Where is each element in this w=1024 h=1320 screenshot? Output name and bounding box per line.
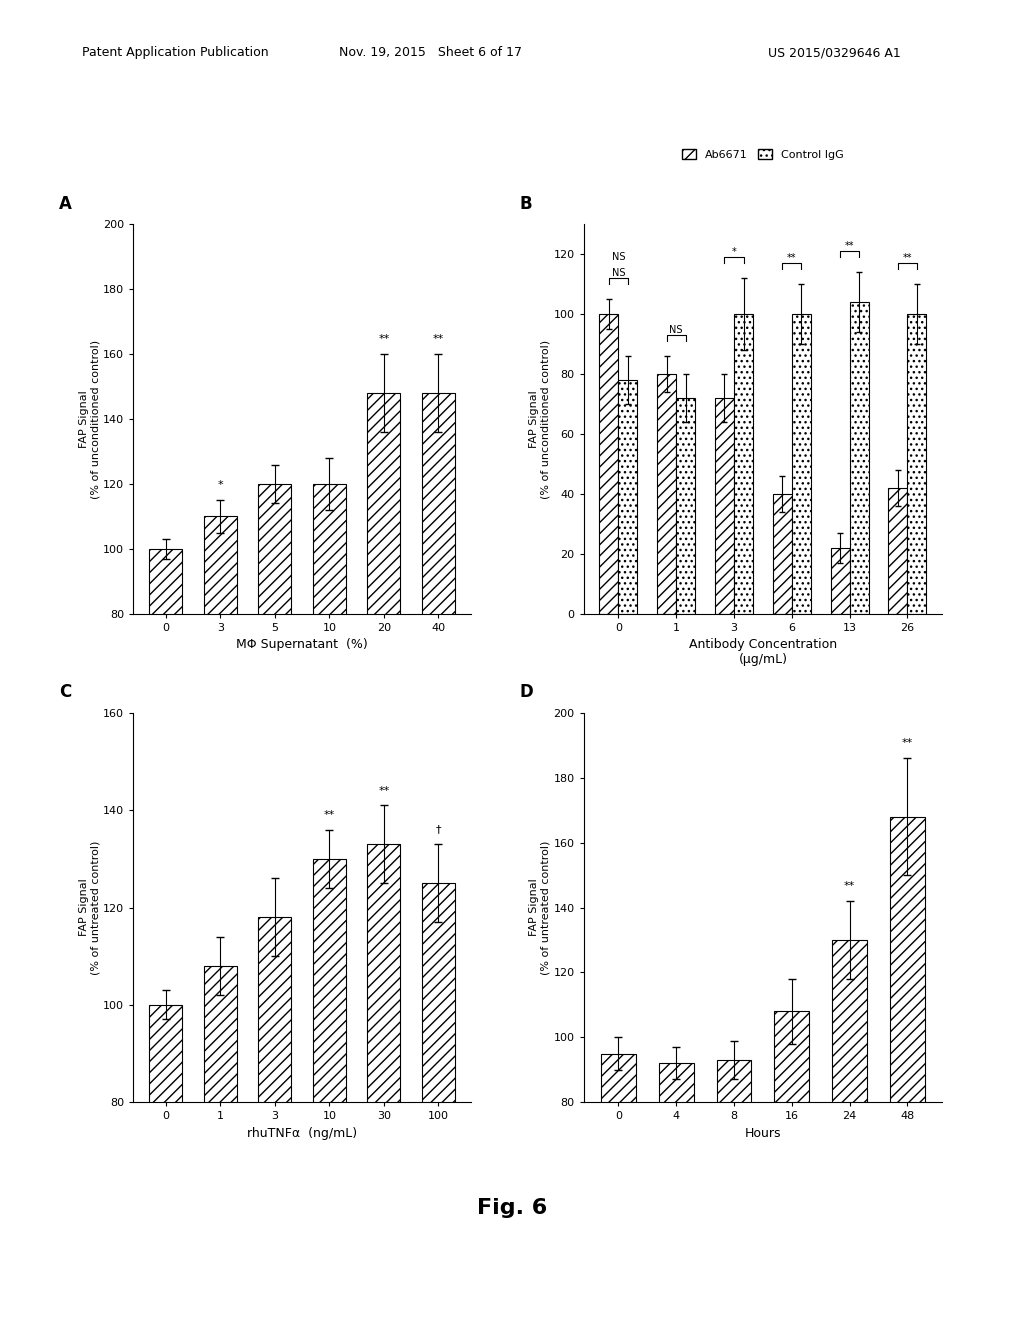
Y-axis label: FAP Signal
(% of unconditioned control): FAP Signal (% of unconditioned control): [529, 339, 551, 499]
Text: **: **: [324, 810, 335, 820]
Bar: [734, 314, 753, 614]
Text: **: **: [845, 242, 854, 251]
Bar: [774, 1011, 809, 1320]
Y-axis label: FAP Signal
(% of untreated control): FAP Signal (% of untreated control): [529, 841, 551, 974]
Text: **: **: [787, 253, 797, 263]
Bar: [313, 859, 346, 1320]
Text: **: **: [902, 738, 913, 748]
Bar: [599, 314, 618, 614]
Bar: [258, 484, 291, 874]
Text: NS: NS: [611, 252, 625, 263]
Bar: [204, 516, 237, 874]
Text: D: D: [519, 684, 532, 701]
Text: NS: NS: [611, 268, 625, 279]
Text: Nov. 19, 2015   Sheet 6 of 17: Nov. 19, 2015 Sheet 6 of 17: [339, 46, 521, 59]
Text: US 2015/0329646 A1: US 2015/0329646 A1: [768, 46, 901, 59]
Bar: [830, 548, 850, 614]
X-axis label: MΦ Supernatant  (%): MΦ Supernatant (%): [237, 639, 368, 651]
Bar: [204, 966, 237, 1320]
Bar: [890, 817, 925, 1320]
Text: C: C: [58, 684, 71, 701]
Text: Fig. 6: Fig. 6: [477, 1197, 547, 1218]
Bar: [258, 917, 291, 1320]
Text: Patent Application Publication: Patent Application Publication: [82, 46, 268, 59]
Text: NS: NS: [670, 325, 683, 335]
Y-axis label: FAP Signal
(% of unconditioned control): FAP Signal (% of unconditioned control): [79, 339, 100, 499]
Bar: [313, 484, 346, 874]
Bar: [833, 940, 867, 1320]
Text: **: **: [378, 334, 389, 345]
Bar: [907, 314, 927, 614]
Bar: [422, 393, 455, 874]
Bar: [850, 302, 868, 614]
X-axis label: Antibody Concentration
(µg/mL): Antibody Concentration (µg/mL): [689, 639, 837, 667]
Bar: [601, 1053, 636, 1320]
Bar: [715, 399, 734, 614]
Bar: [658, 1064, 693, 1320]
Text: **: **: [378, 785, 389, 796]
Bar: [888, 488, 907, 614]
Bar: [368, 845, 400, 1320]
Legend: Ab6671, Control IgG: Ab6671, Control IgG: [678, 144, 848, 164]
X-axis label: Hours: Hours: [744, 1127, 781, 1139]
Bar: [676, 399, 695, 614]
Text: *: *: [217, 480, 223, 491]
Bar: [150, 1005, 182, 1320]
Bar: [792, 314, 811, 614]
Text: A: A: [58, 195, 72, 213]
Text: *: *: [731, 247, 736, 257]
Text: **: **: [844, 882, 855, 891]
Bar: [422, 883, 455, 1320]
Text: **: **: [433, 334, 444, 345]
Text: B: B: [519, 195, 531, 213]
Bar: [657, 374, 676, 614]
Bar: [368, 393, 400, 874]
Y-axis label: FAP Signal
(% of untreated control): FAP Signal (% of untreated control): [79, 841, 100, 974]
X-axis label: rhuTNFα  (ng/mL): rhuTNFα (ng/mL): [247, 1127, 357, 1139]
Bar: [717, 1060, 752, 1320]
Text: †: †: [435, 825, 441, 834]
Bar: [773, 494, 792, 614]
Bar: [618, 380, 637, 614]
Text: **: **: [902, 253, 912, 263]
Bar: [150, 549, 182, 874]
